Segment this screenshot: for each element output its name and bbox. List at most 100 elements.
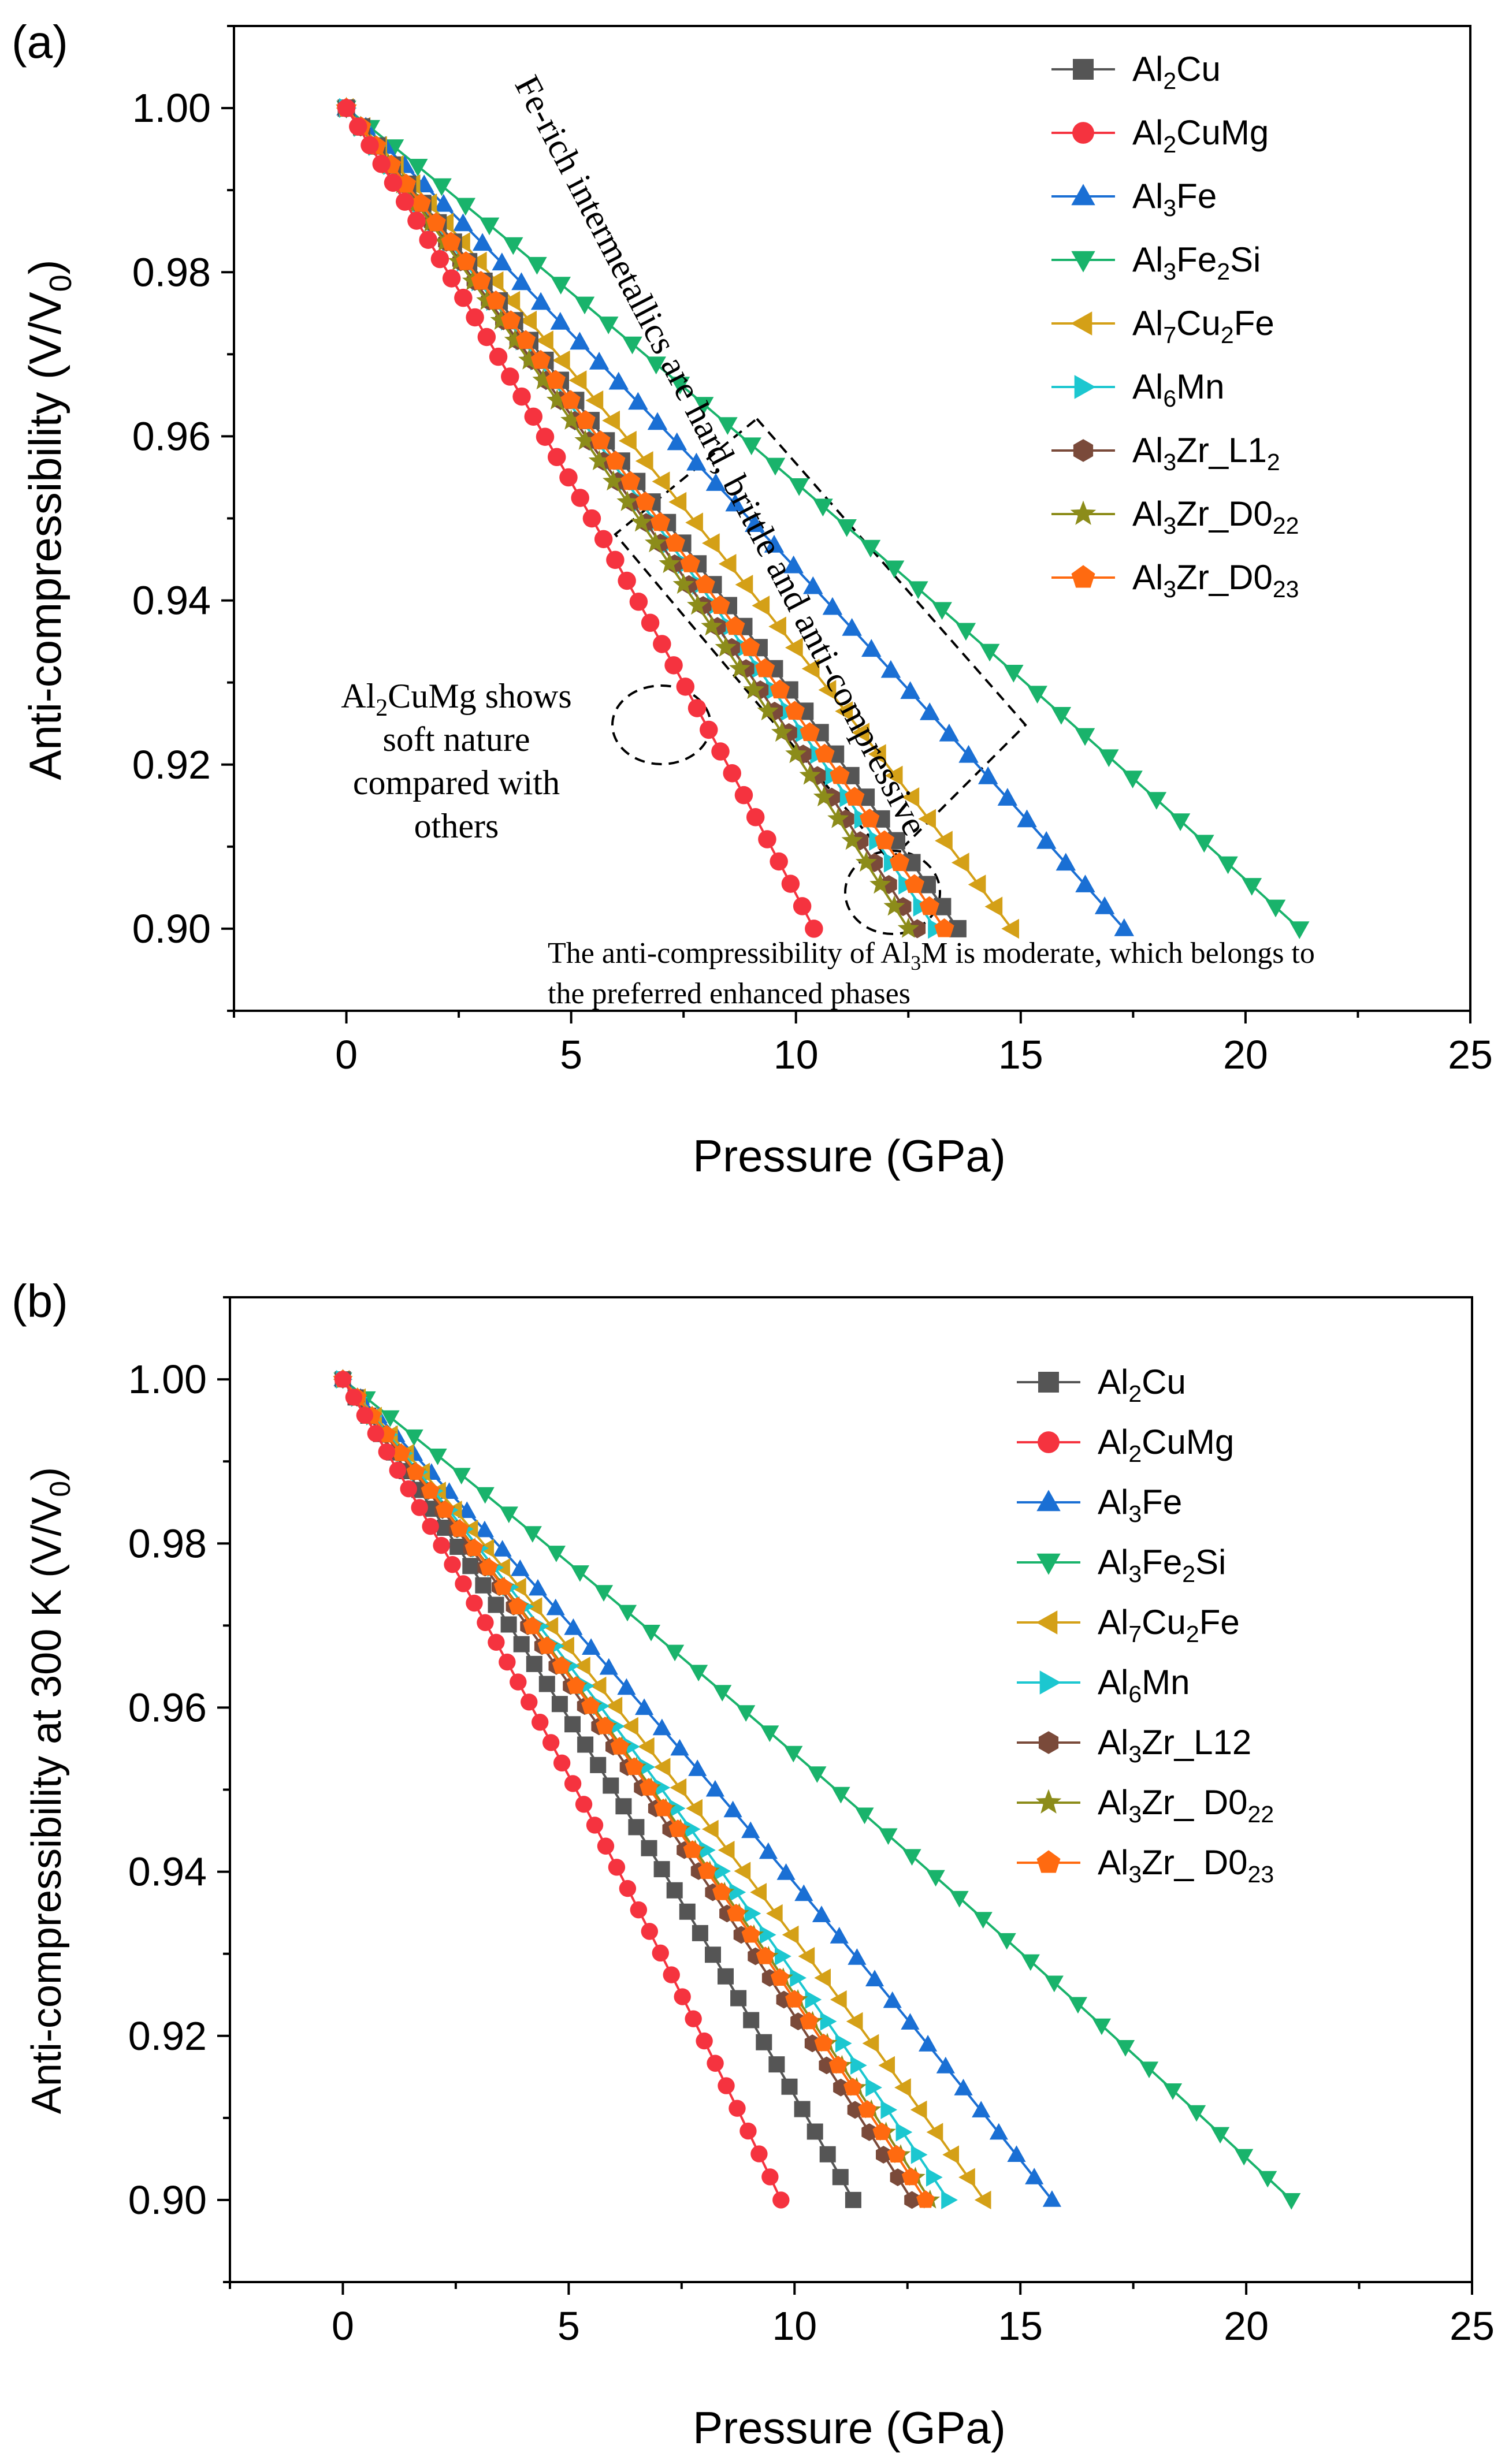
data-point [618,571,636,590]
data-point [530,349,551,369]
data-point [865,1970,884,1986]
data-point [760,1725,779,1743]
legend-marker [1036,1850,1061,1873]
data-point [608,1859,626,1876]
legend-marker [1035,1789,1062,1814]
data-point [741,1821,760,1838]
data-point [688,1759,707,1776]
data-point [547,1546,566,1562]
data-point [668,1819,687,1837]
data-point [880,660,901,678]
data-point [630,511,652,532]
data-point [608,1717,625,1736]
data-point [714,1862,731,1881]
y-tick-label: 0.98 [128,1521,207,1566]
data-point [775,1946,791,1966]
data-point [920,702,940,720]
data-point [1004,665,1024,683]
data-point [553,1754,571,1772]
data-point [608,371,629,390]
data-point [430,250,449,269]
data-point [956,623,976,641]
x-tick-label: 0 [335,1032,358,1077]
data-point [652,1944,669,1962]
data-point [794,2101,811,2117]
data-point [654,1799,673,1817]
data-point [597,1837,615,1855]
data-point [750,1883,767,1902]
data-point [687,594,708,615]
data-point [645,531,667,553]
data-point [901,787,920,807]
x-tick-label: 15 [998,1032,1043,1077]
data-point [392,1443,411,1461]
series-Al2Cu [335,1371,861,2208]
data-point [783,555,804,574]
data-point [1001,918,1019,939]
data-point [594,530,613,549]
data-point [665,533,685,552]
data-point [668,1799,686,1818]
data-point [830,1927,849,1944]
data-point [718,1968,734,1985]
data-point [989,2123,1008,2140]
data-point [919,2035,938,2052]
data-point [711,742,730,761]
data-point [718,554,737,574]
data-point [759,1842,778,1859]
data-point [902,1849,921,1866]
data-point [887,2145,906,2162]
data-point [479,1558,498,1576]
data-point [378,1443,395,1461]
data-point [547,448,566,467]
x-tick-label: 20 [1224,2303,1269,2348]
data-point [1235,2149,1254,2166]
data-point [997,1933,1016,1950]
data-point [941,2190,958,2209]
legend-item-Al6Mn: Al6Mn [1017,1663,1190,1707]
legend-item-Al3Zr_D022: Al3Zr_D022 [1051,494,1299,539]
data-point [635,1698,654,1715]
y-tick-label: 0.90 [132,906,211,951]
y-tick-label: 0.96 [128,1685,207,1730]
data-point [395,192,414,211]
data-point [537,1636,556,1654]
data-point [560,409,582,430]
data-point [908,581,928,600]
data-point [1092,2018,1111,2035]
legend-label: Al2Cu [1098,1363,1186,1407]
data-point [1258,2171,1277,2188]
data-point [890,2168,906,2186]
data-point [577,1736,594,1753]
data-point [702,533,720,553]
data-point [558,1636,574,1655]
data-point [503,237,523,255]
data-point [433,1536,450,1554]
data-point [635,451,653,471]
data-point [831,1786,850,1804]
data-point [860,808,880,828]
legend-label: Al3Fe [1132,177,1217,221]
data-point [493,1577,512,1595]
data-point [770,679,790,699]
data-point [659,552,681,574]
data-point [676,678,695,696]
data-point [695,574,715,593]
data-point [345,1389,363,1406]
data-point [536,427,555,446]
data-point [752,595,770,616]
legend-label: Al2CuMg [1132,113,1269,158]
x-tick-label: 10 [774,1032,819,1077]
data-point [686,452,707,471]
data-point [552,1656,571,1674]
data-point [835,701,853,721]
data-point [589,1676,607,1695]
data-point [740,637,760,656]
data-point [381,1410,400,1427]
data-point [441,232,461,251]
data-point [622,1717,638,1736]
panel-b-label: (b) [12,1275,68,1327]
data-point [712,1882,731,1900]
data-point [638,1737,655,1756]
data-point [450,1519,469,1537]
